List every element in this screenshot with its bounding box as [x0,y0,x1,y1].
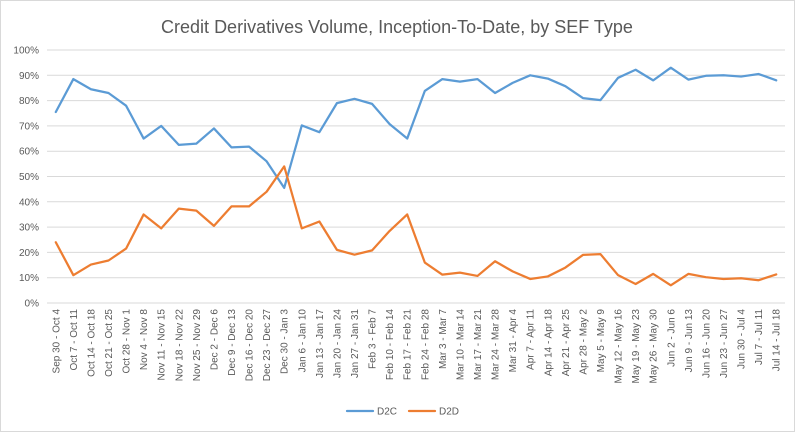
x-tick-label: May 26 - May 30 [649,309,660,384]
y-tick-label: 50% [19,172,39,183]
x-tick-label: Mar 31 - Apr 4 [508,309,519,373]
x-tick-label: Dec 2 - Dec 6 [209,309,220,371]
x-tick-label: Jun 9 - Jun 13 [684,309,695,373]
x-tick-label: Mar 3 - Mar 7 [438,309,449,369]
x-tick-label: Nov 11 - Nov 15 [157,309,168,381]
x-tick-label: May 12 - May 16 [614,309,625,384]
y-tick-label: 20% [19,248,39,259]
series-lines [54,66,778,287]
x-tick-label: Apr 14 - Apr 18 [543,309,554,377]
y-tick-label: 10% [19,273,39,284]
y-tick-label: 0% [25,299,40,310]
chart-title: Credit Derivatives Volume, Inception-To-… [161,17,633,37]
y-tick-label: 100% [13,46,39,57]
legend-label-d2d: D2D [439,407,459,418]
x-tick-label: Jun 2 - Jun 6 [666,309,677,367]
x-tick-label: Jan 13 - Jan 17 [315,309,326,378]
y-tick-label: 90% [19,71,39,82]
x-tick-label: Apr 28 - May 2 [578,309,589,375]
x-tick-label: Oct 7 - Oct 11 [69,309,80,371]
x-tick-label: Feb 3 - Feb 7 [368,309,379,369]
x-tick-label: Oct 14 - Oct 18 [86,309,97,377]
x-tick-label: Dec 16 - Dec 20 [245,309,256,382]
y-tick-label: 60% [19,147,39,158]
y-tick-label: 80% [19,96,39,107]
x-tick-label: Feb 10 - Feb 14 [385,309,396,381]
series-line-d2d [54,165,778,287]
x-tick-label: Jun 16 - Jun 20 [701,309,712,378]
legend: D2C D2D [345,407,459,418]
x-tick-label: Nov 4 - Nov 8 [139,309,150,371]
x-tick-label: May 5 - May 9 [596,309,607,373]
y-axis-tick-labels: 0% 10% 20% 30% 40% 50% 60% 70% 80% 90% 100% [13,46,39,310]
x-tick-label: Oct 28 - Nov 1 [122,309,133,374]
x-tick-label: Nov 25 - Nov 29 [192,309,203,382]
y-tick-label: 70% [19,121,39,132]
x-tick-label: Mar 17 - Mar 21 [473,309,484,381]
x-tick-label: Jun 23 - Jun 27 [719,309,730,378]
x-tick-label: Mar 24 - Mar 28 [491,309,502,381]
x-tick-label: Jun 30 - Jul 4 [737,309,748,369]
x-tick-label: Dec 23 - Dec 27 [262,309,273,382]
gridlines [47,49,785,304]
x-tick-label: Jan 6 - Jan 10 [297,309,308,373]
x-tick-label: Sep 30 - Oct 4 [51,309,62,374]
y-tick-label: 40% [19,197,39,208]
x-tick-label: Dec 30 - Jan 3 [280,309,291,374]
x-tick-label: May 19 - May 23 [631,309,642,384]
x-tick-label: Jul 7 - Jul 11 [754,309,765,365]
x-tick-label: Feb 17 - Feb 21 [403,309,414,381]
x-tick-label: Jul 14 - Jul 18 [772,309,783,372]
x-tick-label: Jan 27 - Jan 31 [350,309,361,378]
x-tick-label: Oct 21 - Oct 25 [104,309,115,377]
x-tick-label: Apr 7 - Apr 11 [526,309,537,370]
x-tick-label: Dec 9 - Dec 13 [227,309,238,376]
series-line-d2c [54,66,778,190]
legend-label-d2c: D2C [377,407,397,418]
x-tick-label: Apr 21 - Apr 25 [561,309,572,377]
x-tick-label: Feb 24 - Feb 28 [420,309,431,381]
x-tick-label: Jan 20 - Jan 24 [332,309,343,378]
x-tick-label: Nov 18 - Nov 22 [174,309,185,382]
y-tick-label: 30% [19,223,39,234]
x-axis-tick-labels: Sep 30 - Oct 4 Oct 7 - Oct 11 Oct 14 - Oct… [51,309,782,384]
x-tick-label: Mar 10 - Mar 14 [455,309,466,381]
